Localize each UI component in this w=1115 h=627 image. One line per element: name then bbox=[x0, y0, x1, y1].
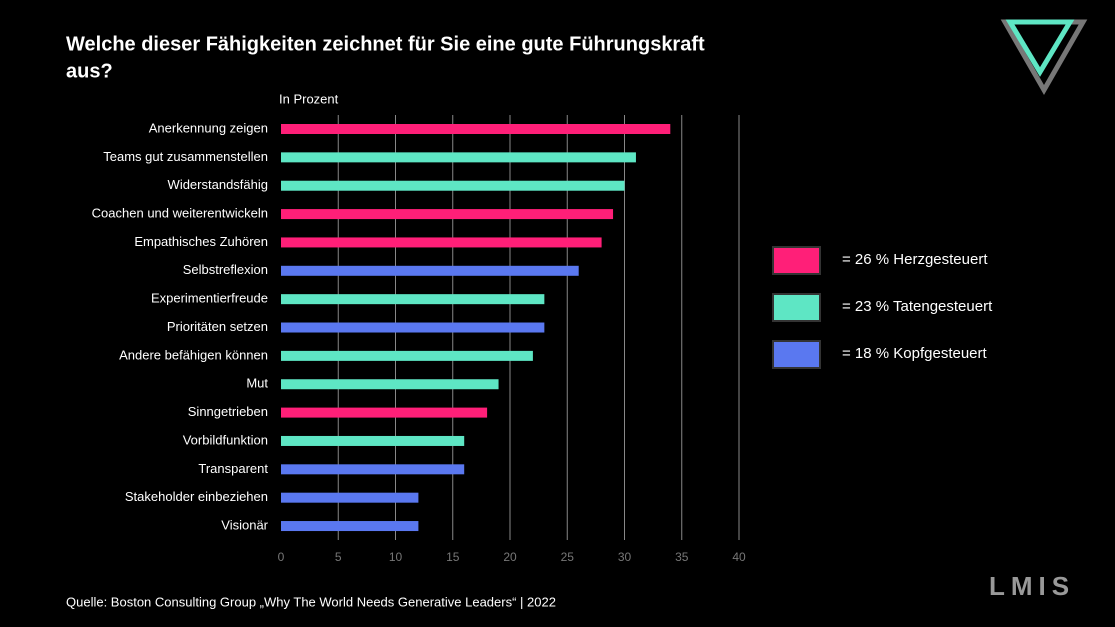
y-tick-label: Vorbildfunktion bbox=[183, 432, 268, 447]
bar bbox=[281, 435, 465, 446]
chart-title: Welche dieser Fähigkeiten zeichnet für S… bbox=[66, 33, 705, 55]
y-tick-label: Selbstreflexion bbox=[183, 262, 268, 277]
bar bbox=[281, 124, 671, 134]
y-tick-label: Transparent bbox=[198, 461, 268, 476]
legend-label: = 18 % Kopfgesteuert bbox=[842, 345, 988, 362]
legend-label: = 26 % Herzgesteuert bbox=[842, 251, 988, 268]
bar bbox=[281, 322, 545, 333]
x-tick-label: 35 bbox=[675, 550, 689, 564]
bar bbox=[281, 521, 419, 532]
x-tick-label: 0 bbox=[278, 550, 285, 564]
bar bbox=[281, 407, 488, 418]
x-tick-label: 40 bbox=[732, 550, 746, 564]
x-tick-label: 20 bbox=[503, 550, 517, 564]
legend-swatch bbox=[772, 293, 821, 322]
bar bbox=[281, 180, 625, 191]
source: Quelle: Boston Consulting Group „Why The… bbox=[66, 594, 556, 609]
legend-swatch bbox=[772, 246, 821, 275]
bar bbox=[281, 237, 602, 248]
y-tick-label: Andere befähigen können bbox=[119, 347, 268, 362]
y-tick-label: Experimentierfreude bbox=[151, 291, 268, 306]
x-tick-label: 25 bbox=[561, 550, 575, 564]
bar bbox=[281, 294, 545, 305]
bar bbox=[281, 209, 614, 220]
y-tick-label: Sinngetrieben bbox=[188, 404, 268, 419]
x-tick-label: 30 bbox=[618, 550, 632, 564]
x-tick-label: 5 bbox=[335, 550, 342, 564]
y-tick-label: Stakeholder einbeziehen bbox=[125, 489, 268, 504]
bar bbox=[281, 464, 465, 475]
y-tick-label: Teams gut zusammenstellen bbox=[103, 149, 268, 164]
bar bbox=[281, 350, 533, 361]
y-tick-label: Empathisches Zuhören bbox=[134, 234, 268, 249]
y-tick-label: Mut bbox=[246, 376, 268, 391]
bar bbox=[281, 152, 636, 163]
bar bbox=[281, 492, 419, 503]
bar bbox=[281, 265, 579, 276]
bar bbox=[281, 379, 499, 390]
y-tick-label: Anerkennung zeigen bbox=[149, 120, 268, 135]
x-tick-label: 15 bbox=[446, 550, 460, 564]
axis-label: In Prozent bbox=[279, 91, 339, 106]
legend-swatch bbox=[772, 340, 821, 369]
y-tick-label: Prioritäten setzen bbox=[167, 319, 268, 334]
logo bbox=[1000, 19, 1088, 96]
legend-label: = 23 % Tatengesteuert bbox=[842, 298, 993, 315]
x-tick-label: 10 bbox=[389, 550, 403, 564]
y-tick-label: Visionär bbox=[221, 517, 268, 532]
y-tick-label: Coachen und weiterentwickeln bbox=[92, 206, 268, 221]
chart-title: aus? bbox=[66, 60, 113, 82]
brand: LMIS bbox=[989, 571, 1075, 601]
y-tick-label: Widerstandsfähig bbox=[168, 177, 268, 192]
